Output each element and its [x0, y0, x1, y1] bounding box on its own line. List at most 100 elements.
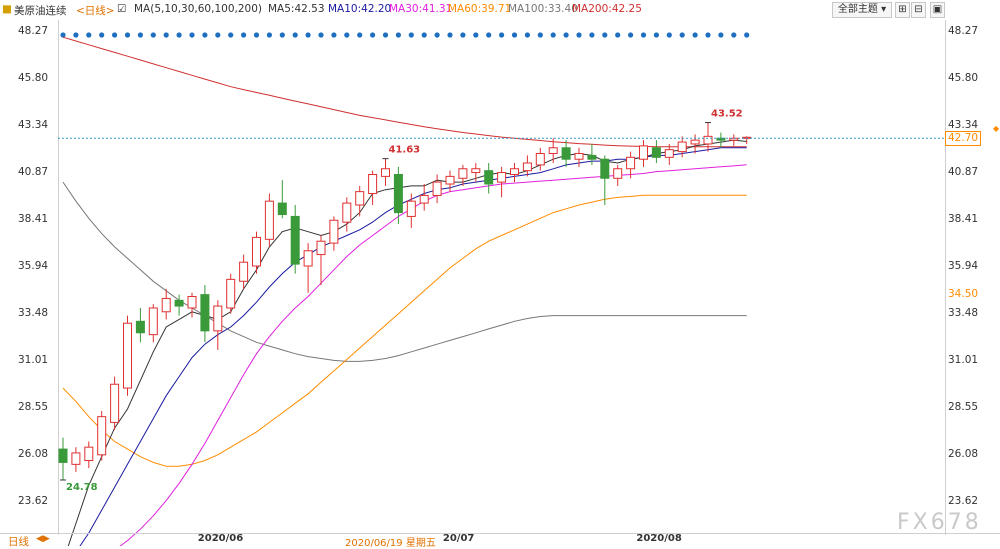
candle — [587, 143, 597, 165]
candle-body — [406, 200, 416, 217]
event-dot — [189, 32, 195, 38]
candle-body — [213, 305, 223, 332]
candle — [535, 147, 545, 171]
candle — [716, 132, 726, 148]
event-dot — [615, 32, 621, 38]
event-dot — [408, 32, 414, 38]
ma5-value: MA5:42.53 — [268, 3, 325, 15]
candle — [742, 136, 752, 144]
chart-checkbox-icon[interactable]: ☑ — [117, 3, 127, 15]
candle — [58, 437, 68, 480]
candle-body — [290, 215, 300, 265]
period-label[interactable]: <日线> — [76, 5, 115, 17]
candle — [84, 441, 94, 469]
candle-body — [329, 219, 339, 244]
theme-dropdown[interactable]: 全部主题 ▾ — [832, 2, 892, 18]
y-tick-label: 45.80 — [948, 72, 979, 85]
candle-body — [97, 416, 107, 456]
candle — [445, 170, 455, 192]
gold-square-icon: ■ — [2, 3, 12, 15]
candle-body — [613, 168, 623, 179]
y-tick-label: 28.55 — [948, 401, 979, 414]
ma200-line — [62, 36, 747, 148]
y-tick-label: 35.94 — [18, 260, 49, 273]
period-footer-arrows-icon[interactable]: ◀▶ — [36, 534, 50, 544]
candle — [703, 122, 713, 152]
event-dot — [86, 32, 92, 38]
event-dot — [589, 32, 595, 38]
event-dot — [305, 32, 311, 38]
candle — [510, 163, 519, 183]
event-dot — [279, 32, 285, 38]
candle-body — [303, 250, 313, 267]
candle-body — [135, 320, 145, 334]
candle — [329, 216, 339, 251]
event-dot — [202, 32, 208, 38]
candle-body — [342, 202, 352, 223]
candle — [290, 204, 300, 274]
zoom-in-icon[interactable]: ⊞ — [895, 2, 910, 18]
fullscreen-icon[interactable]: ▣ — [930, 2, 945, 18]
y-tick-label: 48.27 — [948, 25, 979, 37]
event-dot — [679, 32, 685, 38]
event-dot — [266, 32, 272, 38]
candle-body — [535, 152, 545, 166]
event-dot — [382, 32, 389, 38]
y-tick-label: 40.87 — [18, 166, 49, 179]
event-dot — [357, 32, 363, 38]
candle — [110, 376, 120, 431]
ma200-value: MA200:42.25 — [572, 3, 642, 15]
candle — [239, 254, 249, 289]
candle — [277, 180, 287, 219]
event-dot — [524, 32, 531, 38]
candle-body — [368, 173, 378, 195]
event-dot — [602, 32, 608, 38]
ma100-line — [62, 181, 747, 362]
candle-body — [587, 154, 597, 160]
candle — [600, 155, 610, 205]
event-dot — [563, 32, 569, 38]
event-dot — [486, 32, 492, 38]
y-tick-label: 43.34 — [18, 119, 49, 132]
y-tick-label: 23.62 — [948, 495, 979, 508]
period-footer-label[interactable]: 日线 — [8, 536, 29, 548]
candle — [303, 243, 313, 293]
candle-body — [574, 152, 584, 160]
dropdown-arrow-icon: ▾ — [877, 4, 887, 15]
candle — [639, 140, 648, 167]
ma100-value: MA100:33.40 — [508, 3, 578, 15]
candle-body — [239, 261, 249, 282]
candle-body — [703, 135, 713, 145]
candle — [561, 140, 571, 167]
time-axis-bar: 日线 ◀▶ 2020/06/19 星期五 — [0, 533, 1000, 549]
candle-body — [110, 383, 120, 423]
y-tick-label: 23.62 — [18, 495, 49, 508]
price-annotation: 24.78 — [66, 482, 98, 493]
candle — [458, 164, 468, 186]
candle — [613, 164, 623, 186]
candle-body — [639, 145, 648, 160]
candle-body — [561, 147, 571, 160]
candle — [148, 304, 158, 343]
ma10-value: MA10:42.20 — [328, 3, 392, 15]
ma10-line — [79, 147, 747, 546]
event-dot — [331, 32, 337, 38]
candle — [484, 163, 494, 194]
event-dot — [73, 32, 79, 38]
zoom-out-icon[interactable]: ⊟ — [911, 2, 926, 18]
event-dot — [215, 32, 221, 38]
candle — [174, 294, 184, 316]
y-tick-label: 38.41 — [18, 213, 49, 226]
price-marker-icon: ◆ — [993, 124, 1000, 134]
candle — [187, 292, 197, 318]
event-dot — [124, 32, 131, 38]
ma30-value: MA30:41.31 — [389, 3, 453, 15]
event-dot — [447, 32, 453, 38]
event-dot — [137, 32, 143, 38]
y-tick-label: 31.01 — [18, 354, 49, 367]
indicator-bar: ■ 美原油连续 <日线> ☑ MA(5,10,30,60,100,200) MA… — [0, 0, 1000, 20]
candle — [626, 151, 636, 179]
plot-frame[interactable] — [58, 20, 946, 535]
candle-body — [445, 175, 455, 185]
